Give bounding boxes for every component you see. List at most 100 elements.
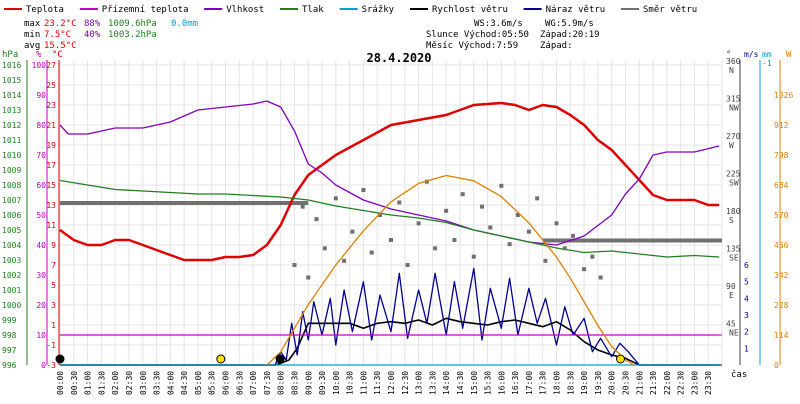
w-unit-label: W — [786, 50, 792, 60]
series-tlak-line — [59, 179, 720, 258]
time-tick-label: 12:00 — [387, 371, 396, 395]
hpa-tick-label: 1008 — [2, 181, 21, 190]
time-tick-label: 22:00 — [663, 371, 672, 395]
time-tick-label: 20:00 — [608, 371, 617, 395]
degc-unit-label: °C — [52, 50, 63, 60]
pct-tick-label: 40 — [36, 241, 46, 250]
dir-tick-label: 315 — [726, 95, 741, 104]
wind-direction-point — [526, 229, 531, 234]
time-tick-label: 15:00 — [470, 371, 479, 395]
sunset-marker — [615, 354, 625, 364]
stat-temp: 23.2°C — [44, 19, 77, 29]
ms-tick-label: 6 — [744, 261, 749, 270]
grid — [59, 60, 723, 366]
hpa-tick-label: 1001 — [2, 286, 21, 295]
hpa-tick-label: 1002 — [2, 271, 21, 280]
hpa-tick-label: 1013 — [2, 106, 21, 115]
time-tick-label: 06:30 — [235, 371, 244, 395]
pct-tick-label: 50 — [36, 211, 46, 220]
time-tick-label: 19:30 — [594, 371, 603, 395]
dir-name-label: E — [729, 291, 734, 300]
wind-direction-point — [333, 196, 338, 201]
w-tick-label: 1026 — [774, 91, 793, 100]
sunrise-label: Slunce Východ:05:50 — [426, 30, 529, 40]
time-tick-label: 17:00 — [525, 371, 534, 395]
legend-label: Tlak — [302, 5, 324, 15]
temp-tick-label: 11 — [46, 221, 56, 230]
time-tick-label: 14:30 — [456, 371, 465, 395]
stat-humidity: 88% — [84, 19, 101, 29]
hpa-tick-label: 996 — [2, 361, 17, 370]
dir-name-label: SW — [729, 179, 739, 188]
header: Teplota Přízemní teplota Vlhkost Tlak Srážky… — [4, 5, 697, 65]
hpa-tick-label: 1014 — [2, 91, 21, 100]
time-tick-label: 07:00 — [249, 371, 258, 395]
wind-direction-point — [507, 242, 512, 247]
pct-tick-label: 0 — [41, 361, 46, 370]
time-tick-label: 22:30 — [677, 371, 686, 395]
dir-name-label: W — [729, 141, 734, 150]
wind-direction-point — [292, 263, 297, 267]
wind-direction-point — [361, 188, 366, 192]
time-tick-label: 12:30 — [401, 371, 410, 395]
time-tick-label: 08:00 — [277, 371, 286, 395]
time-tick-label: 01:00 — [84, 371, 93, 395]
moonrise-marker — [275, 354, 285, 364]
hpa-tick-label: 1012 — [2, 121, 21, 130]
time-tick-label: 09:00 — [304, 371, 313, 395]
ms-tick-label: 4 — [744, 294, 749, 303]
w-tick-label: 684 — [774, 181, 789, 190]
time-tick-label: 05:30 — [208, 371, 217, 395]
time-tick-label: 04:00 — [166, 371, 175, 395]
sunrise-marker — [216, 354, 226, 364]
wind-direction-point — [389, 238, 393, 242]
wind-direction-point — [590, 254, 595, 259]
temp-tick-label: 27 — [46, 61, 56, 70]
hpa-tick-label: 1016 — [2, 61, 21, 70]
temp-tick-label: 23 — [46, 101, 56, 110]
time-tick-label: 10:00 — [332, 371, 341, 395]
hpa-tick-label: 1006 — [2, 211, 21, 220]
time-unit-label: čas — [731, 369, 747, 380]
pct-tick-label: 60 — [36, 181, 46, 190]
sunset-label: Západ:20:19 — [540, 30, 600, 40]
time-tick-label: 17:30 — [539, 371, 548, 395]
time-tick-label: 06:00 — [222, 371, 231, 395]
w-tick-label: 228 — [774, 301, 789, 310]
stat-row-label: max — [24, 19, 41, 29]
hpa-tick-label: 998 — [2, 331, 17, 340]
legend-label: Směr větru — [643, 5, 697, 15]
wind-direction-point — [397, 200, 402, 205]
temp-tick-label: 3 — [51, 301, 56, 310]
w-tick-label: 798 — [774, 151, 789, 160]
time-tick-label: 14:00 — [442, 371, 451, 395]
time-tick-label: 18:00 — [553, 371, 562, 395]
dir-tick-label: 270 — [726, 132, 741, 141]
series-layer — [55, 100, 722, 366]
legend-label: Náraz větru — [546, 5, 606, 15]
hpa-tick-label: 1009 — [2, 166, 21, 175]
pct-tick-label: 30 — [36, 271, 46, 280]
wind-direction-point — [314, 217, 319, 222]
series-rychlost-v-tru-line — [60, 317, 720, 366]
temp-tick-label: 21 — [46, 121, 56, 130]
hpa-tick-label: 1000 — [2, 301, 21, 310]
chart-title: 28.4.2020 — [366, 51, 431, 65]
time-tick-label: 11:30 — [373, 371, 382, 395]
dir-tick-label: 225 — [726, 170, 741, 179]
temp-tick-label: 19 — [46, 141, 56, 150]
wind-direction-point — [562, 246, 567, 251]
time-tick-label: 00:30 — [70, 371, 79, 395]
hpa-tick-label: 1005 — [2, 226, 21, 235]
ms-tick-label: 2 — [744, 328, 749, 337]
time-tick-label: 18:30 — [566, 371, 575, 395]
legend-label: Rychlost větru — [432, 5, 508, 15]
dir-name-label: NW — [729, 104, 739, 113]
wind-direction-point — [460, 192, 465, 197]
dir-name-label: SE — [729, 254, 739, 263]
time-tick-label: 13:30 — [428, 371, 437, 395]
time-tick-label: 05:00 — [194, 371, 203, 395]
wind-direction-point — [571, 233, 576, 238]
